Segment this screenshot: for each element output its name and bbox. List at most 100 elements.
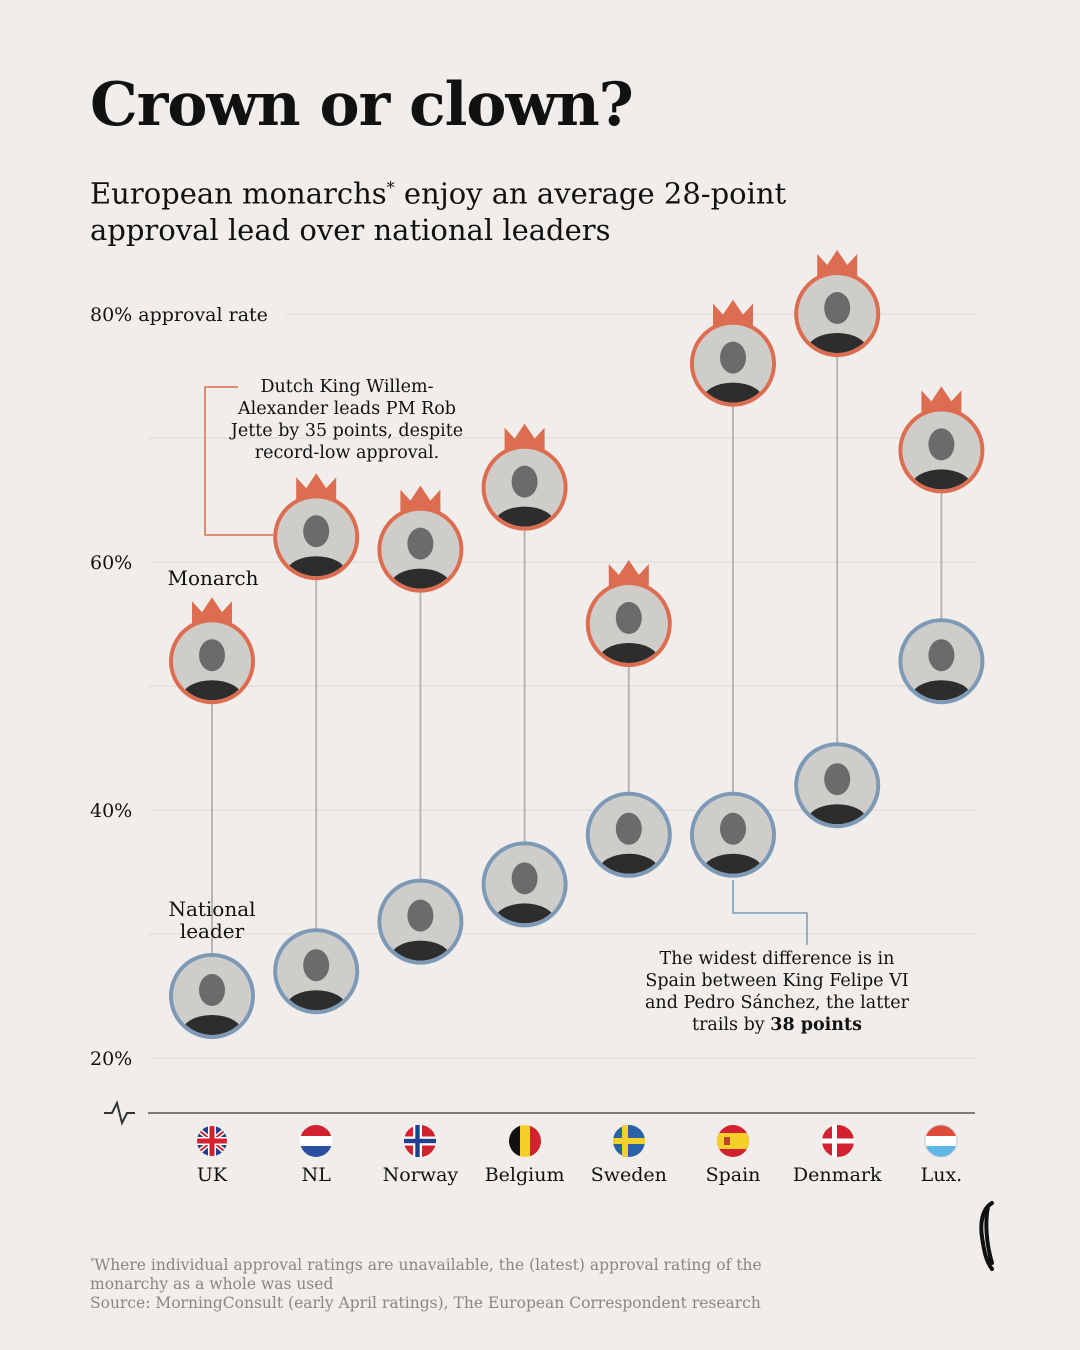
- flag-se: [613, 1125, 645, 1157]
- portrait: [902, 622, 981, 701]
- flag-es: [717, 1125, 749, 1157]
- crown: [713, 299, 753, 328]
- portrait-body: [911, 680, 972, 701]
- y-tick-label: 20%: [90, 1048, 132, 1070]
- portrait-head: [928, 428, 955, 461]
- portrait-body: [807, 333, 868, 353]
- x-tick-label: UK: [197, 1164, 228, 1186]
- data-point: [794, 742, 881, 829]
- portrait-body: [182, 1015, 242, 1035]
- data-point: [898, 407, 985, 494]
- data-point: [481, 444, 568, 531]
- annotation-connector: [732, 880, 808, 945]
- footnote-mark: *: [90, 1257, 95, 1267]
- portrait: [381, 882, 460, 961]
- data-point: [169, 953, 255, 1039]
- portrait-head: [303, 515, 330, 548]
- title: Crown or clown?: [90, 70, 634, 140]
- annotation-bold: 38 points: [770, 1015, 862, 1035]
- data-point: [585, 791, 672, 878]
- portrait-body: [703, 853, 763, 874]
- portrait: [902, 411, 981, 490]
- data-point: [273, 928, 360, 1015]
- portrait-body: [286, 556, 347, 577]
- portrait-head: [824, 292, 851, 324]
- portrait-body: [911, 469, 972, 490]
- portrait: [798, 275, 877, 353]
- portrait-body: [807, 804, 868, 825]
- portrait: [589, 585, 668, 663]
- portrait-head: [720, 812, 746, 845]
- subtitle-text: enjoy an average 28-point: [394, 176, 787, 211]
- flag-dk: [822, 1125, 854, 1157]
- portrait-head: [407, 527, 434, 560]
- portrait: [694, 795, 772, 874]
- footnote-text: Where individual approval ratings are un…: [90, 1256, 762, 1294]
- x-tick-label: Spain: [706, 1164, 761, 1186]
- portrait-head: [615, 812, 642, 845]
- crown: [192, 597, 232, 626]
- portrait-head: [303, 949, 330, 982]
- portrait-head: [511, 465, 538, 498]
- portrait: [277, 498, 356, 577]
- axis-break: [104, 1100, 135, 1126]
- portrait-head: [720, 341, 746, 374]
- flag-be: [509, 1125, 541, 1157]
- portrait: [173, 622, 251, 701]
- x-tick-label: NL: [302, 1164, 332, 1186]
- y-tick-label: 40%: [90, 800, 132, 822]
- annotation-text: The widest difference is in Spain betwee…: [645, 949, 909, 1035]
- portrait-body: [182, 680, 242, 701]
- portrait-body: [494, 506, 555, 527]
- data-point: [273, 494, 360, 581]
- subtitle: European monarchs* enjoy an average 28-p…: [90, 170, 786, 248]
- crown: [817, 250, 858, 278]
- data-point: [377, 506, 464, 593]
- portrait-body: [390, 568, 451, 589]
- crown: [921, 386, 962, 415]
- annotation: The widest difference is in Spain betwee…: [637, 948, 917, 1036]
- crown: [608, 560, 649, 588]
- y-tick-label: 80% approval rate: [90, 304, 268, 326]
- portrait-head: [928, 639, 955, 672]
- portrait: [694, 324, 772, 403]
- x-tick-label: Belgium: [485, 1164, 565, 1186]
- flag-nl: [300, 1125, 332, 1157]
- portrait-head: [199, 639, 225, 672]
- subtitle-text: European monarchs: [90, 176, 387, 211]
- flags: [195, 1124, 958, 1158]
- portrait: [381, 510, 460, 589]
- plot: 20% 40% 60% 80% approval rate UK NL Norway Belg…: [90, 250, 985, 1186]
- portrait-body: [703, 382, 763, 403]
- y-tick-label: 60%: [90, 552, 132, 574]
- portrait-head: [199, 974, 225, 1006]
- data-point: [169, 618, 255, 705]
- x-tick-label: Lux.: [921, 1164, 963, 1186]
- portrait-head: [511, 862, 538, 895]
- portrait-body: [598, 643, 659, 663]
- data-point: [690, 320, 776, 407]
- footnote-mark: *: [386, 178, 395, 197]
- footnote: *Where individual approval ratings are u…: [90, 1253, 810, 1294]
- legend-monarch: Monarch: [167, 566, 259, 590]
- portrait-body: [494, 903, 555, 924]
- flag-no: [404, 1125, 436, 1157]
- crown: [504, 423, 545, 452]
- data-point: [898, 618, 985, 705]
- portrait: [589, 795, 668, 874]
- portrait-body: [286, 990, 347, 1011]
- source: Source: MorningConsult (early April rati…: [90, 1294, 761, 1312]
- data-point: [794, 271, 881, 357]
- data-point: [690, 791, 776, 878]
- data-point: [481, 841, 568, 928]
- flag-lu: [924, 1124, 958, 1158]
- annotation-connector: [204, 386, 273, 536]
- x-tick-label: Sweden: [591, 1164, 667, 1186]
- crown: [296, 473, 337, 502]
- portrait: [485, 448, 564, 527]
- portrait: [485, 845, 564, 924]
- portrait: [798, 746, 877, 825]
- data-point: [377, 878, 464, 965]
- crown: [400, 485, 441, 514]
